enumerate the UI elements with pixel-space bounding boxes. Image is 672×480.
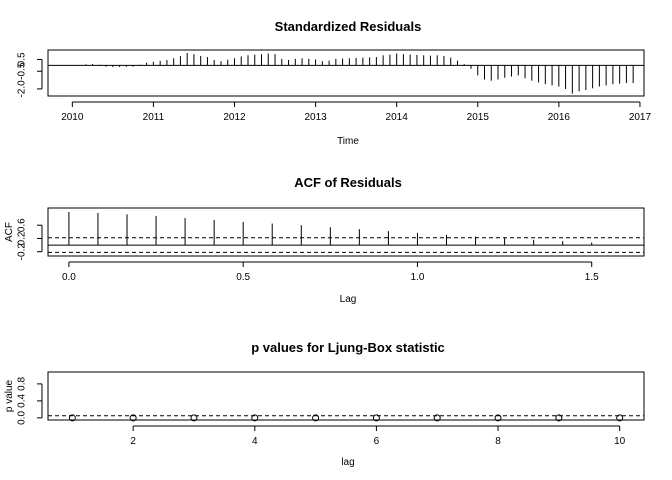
ljungbox-x-tick-label: 6 xyxy=(374,436,380,447)
ljungbox-panel: p values for Ljung-Box statistic 2 4 6 8 10 … xyxy=(4,340,645,468)
residuals-y-tick-label: -2.0 xyxy=(17,80,28,98)
ljungbox-marks xyxy=(48,414,644,422)
ljungbox-point xyxy=(251,414,259,422)
residuals-y-tick-label: 0.5 xyxy=(17,52,28,66)
acf-x-axis: 0.0 0.5 1.0 1.5 xyxy=(62,261,599,283)
acf-panel: ACF of Residuals 0.0 0.5 1.0 1.5 -0.20.20.6… xyxy=(4,175,645,305)
residuals-marks xyxy=(48,52,644,94)
ljungbox-y-tick-label: 0.8 xyxy=(17,377,28,391)
acf-y-label: ACF xyxy=(4,222,15,242)
residuals-title: Standardized Residuals xyxy=(275,19,422,34)
acf-x-tick-label: 1.5 xyxy=(585,272,599,283)
residuals-x-tick-label: 2015 xyxy=(467,112,490,123)
ljungbox-point xyxy=(129,414,137,422)
ljungbox-point xyxy=(494,414,502,422)
residuals-x-tick-label: 2014 xyxy=(386,112,409,123)
residuals-y-axis: -2.0-0.50.5 xyxy=(17,52,43,98)
acf-title: ACF of Residuals xyxy=(294,175,402,190)
residuals-plot-frame xyxy=(47,49,645,97)
ljungbox-point xyxy=(433,414,441,422)
acf-plot-frame xyxy=(47,207,645,257)
acf-x-label: Lag xyxy=(340,294,357,305)
ljungbox-point xyxy=(68,414,76,422)
residuals-x-tick-label: 2016 xyxy=(548,112,571,123)
ljungbox-x-tick-label: 10 xyxy=(614,436,626,447)
ljungbox-y-tick-label: 0.4 xyxy=(17,393,28,407)
acf-y-tick-label: 0.6 xyxy=(17,218,28,232)
residuals-x-axis: 2010 2011 2012 2013 2014 2015 2016 2017 xyxy=(61,101,652,123)
ljungbox-x-tick-label: 2 xyxy=(130,436,136,447)
residuals-x-tick-label: 2013 xyxy=(304,112,327,123)
ljungbox-plot-frame xyxy=(47,371,645,421)
ljungbox-x-tick-label: 4 xyxy=(252,436,258,447)
ljungbox-x-label: lag xyxy=(341,457,354,468)
ljungbox-y-tick-label: 0.0 xyxy=(17,410,28,424)
residuals-x-tick-label: 2012 xyxy=(223,112,246,123)
residuals-x-tick-label: 2017 xyxy=(629,112,652,123)
ljungbox-point xyxy=(616,414,624,422)
ljungbox-point xyxy=(190,414,198,422)
acf-x-tick-label: 0.5 xyxy=(236,272,250,283)
residuals-x-tick-label: 2010 xyxy=(61,112,84,123)
ljungbox-y-label: p value xyxy=(4,379,15,412)
ljungbox-point xyxy=(312,414,320,422)
residuals-x-tick-label: 2011 xyxy=(143,112,165,123)
acf-x-tick-label: 0.0 xyxy=(62,272,76,283)
acf-y-tick-label: 0.2 xyxy=(17,231,28,245)
residuals-x-label: Time xyxy=(337,136,359,147)
ljungbox-point xyxy=(555,414,563,422)
ljungbox-title: p values for Ljung-Box statistic xyxy=(251,340,445,355)
acf-marks xyxy=(48,211,644,253)
acf-y-tick-label: -0.2 xyxy=(17,243,28,261)
ljungbox-x-tick-label: 8 xyxy=(495,436,501,447)
ljungbox-x-axis: 2 4 6 8 10 xyxy=(130,425,626,447)
residuals-panel: Standardized Residuals 2010 2011 2012 2013 2… xyxy=(17,19,652,147)
ljungbox-y-axis: 0.0 0.4 0.8 xyxy=(17,377,43,425)
acf-x-tick-label: 1.0 xyxy=(410,272,424,283)
acf-y-axis: -0.20.20.6 xyxy=(17,218,43,261)
residuals-y-tick-label: -0.5 xyxy=(17,62,28,80)
ljungbox-point xyxy=(372,414,380,422)
